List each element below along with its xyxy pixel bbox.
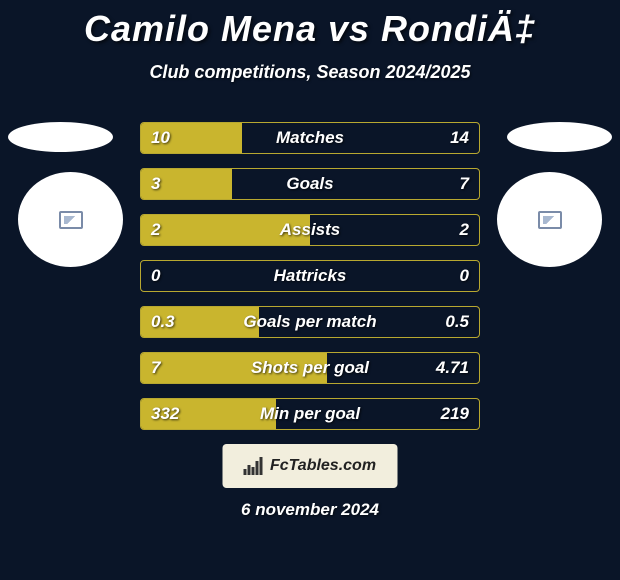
stat-right-value: 4.71 xyxy=(436,358,469,378)
stat-right-value: 0 xyxy=(460,266,469,286)
stat-left-value: 0 xyxy=(151,266,160,286)
stat-row: 3 Goals 7 xyxy=(140,168,480,200)
stat-row: 332 Min per goal 219 xyxy=(140,398,480,430)
fctables-logo[interactable]: FcTables.com xyxy=(223,444,398,488)
stat-left-value: 10 xyxy=(151,128,170,148)
stat-right-value: 14 xyxy=(450,128,469,148)
stat-label: Shots per goal xyxy=(251,358,369,378)
image-placeholder-icon xyxy=(538,211,562,229)
stat-right-value: 0.5 xyxy=(445,312,469,332)
stat-left-value: 332 xyxy=(151,404,179,424)
stat-left-value: 2 xyxy=(151,220,160,240)
stat-label: Goals xyxy=(286,174,333,194)
stat-right-value: 7 xyxy=(460,174,469,194)
stat-row: 10 Matches 14 xyxy=(140,122,480,154)
stat-label: Matches xyxy=(276,128,344,148)
stat-row: 0.3 Goals per match 0.5 xyxy=(140,306,480,338)
stat-left-value: 0.3 xyxy=(151,312,175,332)
stat-label: Goals per match xyxy=(243,312,376,332)
stat-label: Hattricks xyxy=(274,266,347,286)
stat-right-value: 2 xyxy=(460,220,469,240)
stat-left-value: 7 xyxy=(151,358,160,378)
stat-row: 0 Hattricks 0 xyxy=(140,260,480,292)
stat-label: Min per goal xyxy=(260,404,360,424)
right-player-avatar xyxy=(497,172,602,267)
logo-text: FcTables.com xyxy=(270,457,376,475)
stat-row: 2 Assists 2 xyxy=(140,214,480,246)
comparison-date: 6 november 2024 xyxy=(241,500,379,520)
right-team-badge-ellipse xyxy=(507,122,612,152)
stat-bars-container: 10 Matches 14 3 Goals 7 2 Assists 2 0 Ha… xyxy=(140,122,480,444)
image-placeholder-icon xyxy=(59,211,83,229)
stat-left-value: 3 xyxy=(151,174,160,194)
left-player-avatar xyxy=(18,172,123,267)
stat-label: Assists xyxy=(280,220,340,240)
stat-right-value: 219 xyxy=(441,404,469,424)
comparison-subtitle: Club competitions, Season 2024/2025 xyxy=(0,62,620,83)
stat-row: 7 Shots per goal 4.71 xyxy=(140,352,480,384)
left-team-badge-ellipse xyxy=(8,122,113,152)
comparison-title: Camilo Mena vs RondiÄ‡ xyxy=(0,0,620,50)
bar-chart-icon xyxy=(244,457,266,475)
